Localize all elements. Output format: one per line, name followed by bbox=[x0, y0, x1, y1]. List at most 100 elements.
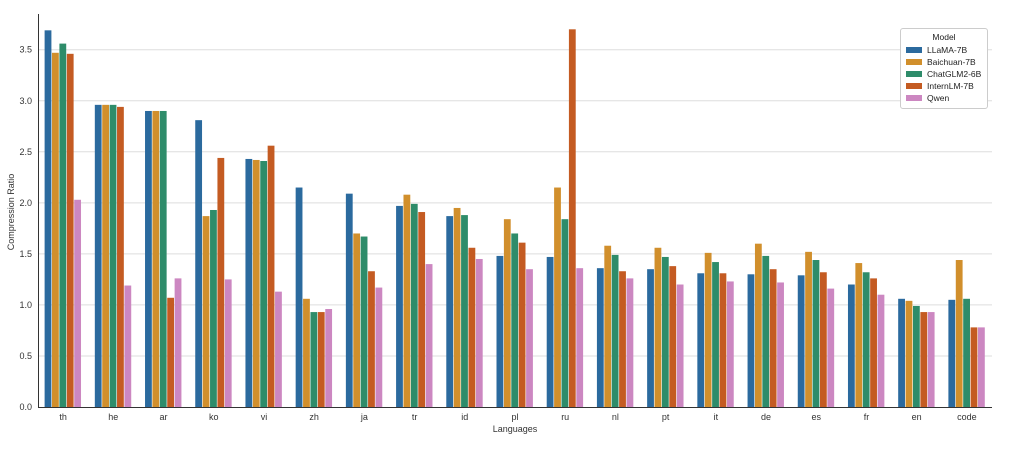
bar-ja-baichuan-7b bbox=[353, 233, 361, 407]
legend-item: InternLM-7B bbox=[906, 80, 982, 92]
x-tick-label: de bbox=[761, 412, 771, 422]
bar-th-llama-7b bbox=[44, 30, 52, 408]
bar-pt-baichuan-7b bbox=[654, 247, 662, 407]
bar-id-chatglm2-6b bbox=[461, 215, 468, 407]
bar-it-qwen bbox=[726, 281, 734, 407]
bar-ru-baichuan-7b bbox=[554, 187, 561, 407]
bar-ko-chatglm2-6b bbox=[210, 209, 217, 407]
bar-vi-chatglm2-6b bbox=[260, 160, 268, 407]
y-tick-label: 3.0 bbox=[19, 96, 32, 106]
bar-pl-chatglm2-6b bbox=[511, 233, 519, 407]
x-tick-label: ar bbox=[160, 412, 168, 422]
bar-ru-chatglm2-6b bbox=[561, 219, 569, 407]
bar-fr-qwen bbox=[877, 294, 885, 407]
bar-ja-llama-7b bbox=[345, 193, 353, 407]
bar-de-chatglm2-6b bbox=[762, 255, 770, 407]
x-tick-label: en bbox=[912, 412, 922, 422]
bar-code-baichuan-7b bbox=[955, 260, 963, 407]
legend-label: LLaMA-7B bbox=[927, 45, 968, 55]
x-tick-label: th bbox=[59, 412, 67, 422]
bar-zh-chatglm2-6b bbox=[310, 312, 318, 407]
bar-en-chatglm2-6b bbox=[912, 305, 920, 407]
bars bbox=[44, 29, 985, 408]
y-tick-labels: 0.0 0.5 1.0 1.5 2.0 2.5 3.0 3.5 bbox=[19, 45, 32, 412]
bar-it-internlm-7b bbox=[719, 273, 727, 407]
bar-th-baichuan-7b bbox=[52, 52, 59, 407]
x-tick-label: pl bbox=[511, 412, 518, 422]
x-tick-label: zh bbox=[309, 412, 319, 422]
legend-items: LLaMA-7B Baichuan-7B ChatGLM2-6B InternLM-7… bbox=[906, 44, 982, 104]
bar-pt-chatglm2-6b bbox=[661, 256, 669, 407]
bar-fr-llama-7b bbox=[847, 284, 855, 407]
bar-fr-chatglm2-6b bbox=[862, 272, 870, 407]
bar-tr-baichuan-7b bbox=[403, 194, 411, 407]
bar-de-qwen bbox=[777, 282, 784, 407]
y-tick-label: 1.0 bbox=[19, 300, 32, 310]
x-tick-label: ko bbox=[209, 412, 219, 422]
bar-vi-baichuan-7b bbox=[252, 159, 260, 407]
bar-ko-llama-7b bbox=[195, 120, 203, 407]
legend-item: ChatGLM2-6B bbox=[906, 68, 982, 80]
y-axis-label: Compression Ratio bbox=[6, 174, 16, 251]
bar-en-internlm-7b bbox=[920, 312, 928, 407]
bar-ar-internlm-7b bbox=[167, 297, 175, 407]
legend-item: Qwen bbox=[906, 92, 982, 104]
bar-ar-baichuan-7b bbox=[152, 110, 160, 407]
bar-zh-qwen bbox=[325, 309, 333, 407]
bar-tr-internlm-7b bbox=[418, 212, 426, 407]
bar-ar-llama-7b bbox=[145, 110, 152, 407]
x-tick-label: pt bbox=[662, 412, 670, 422]
bar-nl-chatglm2-6b bbox=[611, 254, 619, 407]
y-tick-label: 1.5 bbox=[19, 249, 32, 259]
bar-tr-chatglm2-6b bbox=[410, 203, 418, 407]
bar-id-internlm-7b bbox=[468, 247, 476, 407]
bar-de-internlm-7b bbox=[769, 269, 777, 407]
bar-th-internlm-7b bbox=[66, 53, 74, 408]
legend-item: LLaMA-7B bbox=[906, 44, 982, 56]
bar-ja-internlm-7b bbox=[368, 271, 375, 407]
x-tick-label: vi bbox=[261, 412, 268, 422]
bar-ko-baichuan-7b bbox=[202, 216, 210, 407]
bar-pt-qwen bbox=[676, 284, 684, 407]
bar-it-llama-7b bbox=[697, 273, 705, 407]
bar-code-internlm-7b bbox=[970, 327, 978, 407]
legend-item: Baichuan-7B bbox=[906, 56, 982, 68]
bar-zh-llama-7b bbox=[295, 187, 303, 407]
legend-title: Model bbox=[932, 32, 956, 42]
bar-es-qwen bbox=[827, 288, 835, 407]
bar-zh-internlm-7b bbox=[317, 312, 325, 407]
bar-code-qwen bbox=[977, 327, 985, 407]
legend-label: Baichuan-7B bbox=[927, 57, 976, 67]
bar-pl-llama-7b bbox=[496, 255, 504, 407]
bar-he-baichuan-7b bbox=[102, 104, 110, 407]
bar-ar-chatglm2-6b bbox=[159, 110, 167, 407]
x-tick-label: ja bbox=[360, 412, 368, 422]
bar-vi-qwen bbox=[275, 291, 282, 407]
bar-nl-internlm-7b bbox=[619, 271, 626, 407]
x-tick-label: id bbox=[461, 412, 468, 422]
bar-zh-baichuan-7b bbox=[303, 298, 310, 407]
legend: Model LLaMA-7B Baichuan-7B ChatGLM2-6B Inte… bbox=[900, 28, 988, 109]
bar-nl-qwen bbox=[626, 278, 634, 407]
bar-pt-llama-7b bbox=[647, 269, 654, 407]
bar-he-internlm-7b bbox=[117, 106, 124, 407]
bar-ar-qwen bbox=[174, 278, 182, 407]
bar-en-baichuan-7b bbox=[905, 300, 913, 407]
bar-es-llama-7b bbox=[797, 275, 805, 407]
bar-it-baichuan-7b bbox=[704, 252, 712, 407]
bar-ja-qwen bbox=[375, 287, 383, 407]
x-tick-label: tr bbox=[412, 412, 418, 422]
bar-ru-qwen bbox=[576, 268, 584, 407]
legend-swatch bbox=[906, 83, 922, 89]
bar-vi-llama-7b bbox=[245, 158, 253, 407]
bar-tr-qwen bbox=[425, 264, 433, 407]
bar-id-llama-7b bbox=[446, 216, 454, 407]
bar-en-llama-7b bbox=[898, 298, 905, 407]
x-tick-label: code bbox=[957, 412, 977, 422]
legend-label: Qwen bbox=[927, 93, 950, 103]
y-tick-label: 0.5 bbox=[19, 351, 32, 361]
bar-id-qwen bbox=[475, 258, 483, 407]
bar-th-chatglm2-6b bbox=[59, 43, 67, 407]
y-tick-label: 2.0 bbox=[19, 198, 32, 208]
x-tick-label: it bbox=[714, 412, 719, 422]
